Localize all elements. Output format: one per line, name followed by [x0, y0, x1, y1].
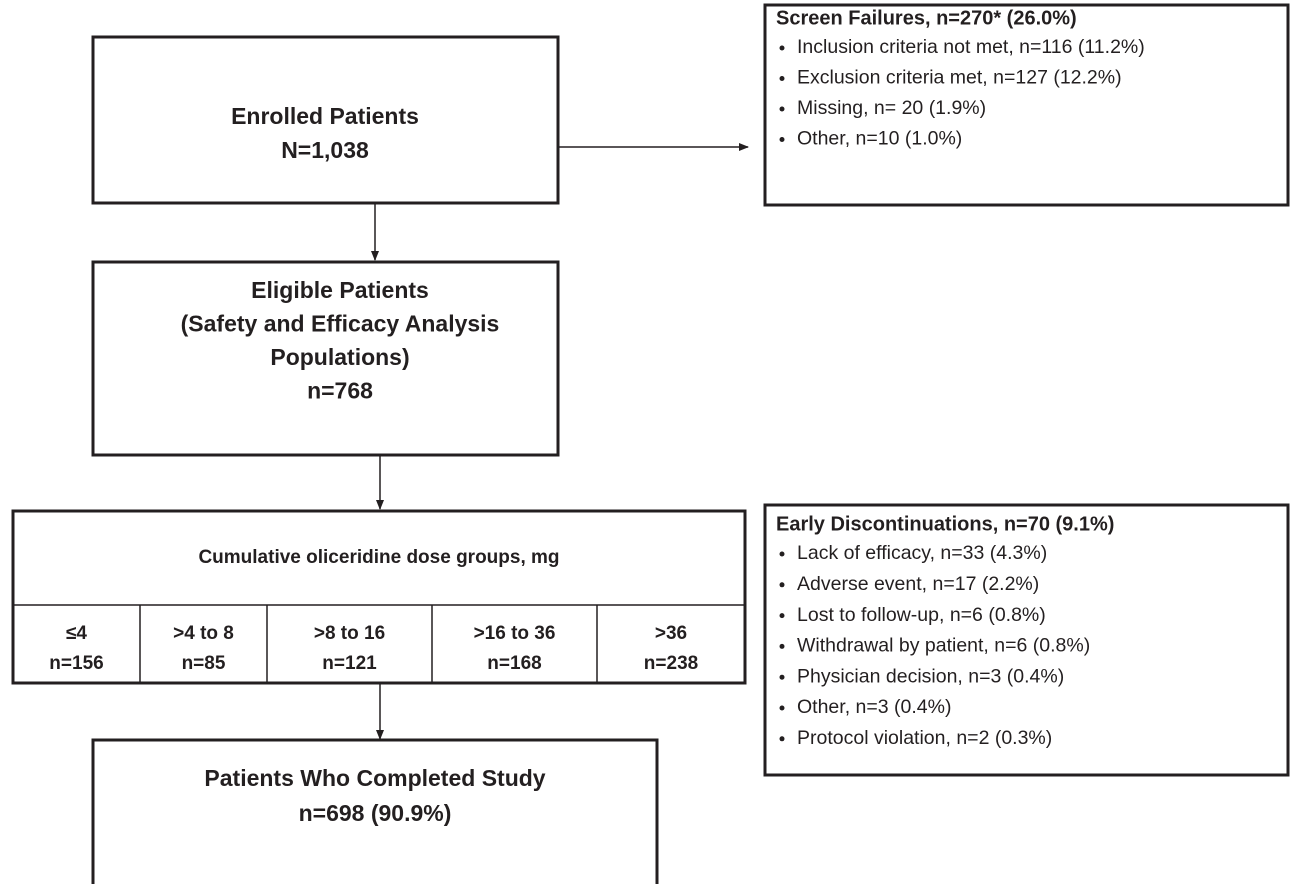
- list-item: Other, n=3 (0.4%): [797, 696, 951, 718]
- list-item: Lost to follow-up, n=6 (0.8%): [797, 604, 1046, 626]
- list-item: Exclusion criteria met, n=127 (12.2%): [797, 67, 1122, 89]
- list-title: Screen Failures, n=270* (26.0%): [776, 7, 1077, 29]
- enrolled-title: Enrolled Patients: [231, 103, 419, 129]
- bullet: [779, 106, 785, 112]
- eligible-box: [91, 260, 560, 457]
- bullet: [779, 643, 785, 649]
- dose-label: >8 to 16: [314, 623, 385, 644]
- bullet: [779, 674, 785, 680]
- bullet: [779, 736, 785, 742]
- list-title: Early Discontinuations, n=70 (9.1%): [776, 513, 1114, 535]
- eligible-line: Eligible Patients: [251, 277, 429, 303]
- discontinuations-box: [763, 503, 1290, 777]
- bullet: [779, 76, 785, 81]
- list-item: Other, n=10 (1.0%): [797, 128, 962, 150]
- screen-failures-box: [763, 3, 1290, 207]
- list-item: Inclusion criteria not met, n=116 (11.2%…: [797, 36, 1145, 58]
- bullet: [779, 137, 785, 142]
- dose-table: [11, 509, 747, 685]
- screen-failures: Screen Failures, n=270* (26.0%) Inclusion…: [776, 7, 1145, 149]
- dose-label: >4 to 8: [173, 623, 234, 644]
- completed-count: n=698 (90.9%): [299, 800, 452, 826]
- list-item: Protocol violation, n=2 (0.3%): [797, 727, 1052, 749]
- list-item: Withdrawal by patient, n=6 (0.8%): [797, 635, 1090, 657]
- eligible-line: Populations): [270, 344, 409, 370]
- eligible-line: n=768: [307, 378, 373, 404]
- dose-label: >36: [655, 623, 687, 644]
- dose-count: n=121: [322, 653, 377, 674]
- dose-label: >16 to 36: [474, 623, 556, 644]
- dose-label: ≤4: [66, 623, 87, 644]
- list-item: Lack of efficacy, n=33 (4.3%): [797, 542, 1047, 564]
- enrolled-box: [91, 35, 560, 205]
- enrolled-count: N=1,038: [281, 137, 369, 163]
- eligible: Eligible Patients (Safety and Efficacy An…: [181, 277, 500, 404]
- list-item: Adverse event, n=17 (2.2%): [797, 573, 1039, 595]
- eligible-line: (Safety and Efficacy Analysis: [181, 311, 500, 337]
- list-item: Missing, n= 20 (1.9%): [797, 97, 986, 119]
- dose-count: n=156: [49, 653, 103, 674]
- bullet: [779, 45, 785, 51]
- dose-header: Cumulative oliceridine dose groups, mg: [198, 547, 559, 568]
- completed-title: Patients Who Completed Study: [204, 765, 545, 791]
- bullet: [779, 551, 785, 557]
- dose-count: n=168: [487, 653, 541, 674]
- list-item: Physician decision, n=3 (0.4%): [797, 665, 1064, 687]
- dose-count: n=238: [644, 653, 698, 674]
- bullet: [779, 582, 785, 588]
- completed-box: [91, 738, 659, 884]
- bullet: [779, 613, 785, 619]
- dose-count: n=85: [182, 653, 226, 674]
- discontinuations: Early Discontinuations, n=70 (9.1%) Lack …: [776, 513, 1114, 749]
- bullet: [779, 705, 785, 711]
- dose-groups: ≤4 n=156 >4 to 8 n=85 >8 to 16 n=121 >16 to 36…: [49, 605, 698, 683]
